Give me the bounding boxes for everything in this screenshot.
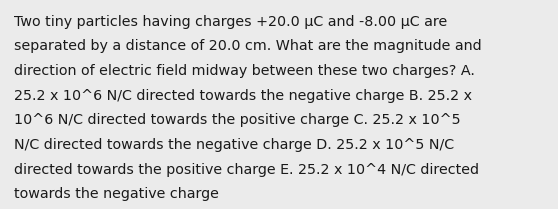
Text: separated by a distance of 20.0 cm. What are the magnitude and: separated by a distance of 20.0 cm. What…	[14, 39, 482, 53]
Text: N/C directed towards the negative charge D. 25.2 x 10^5 N/C: N/C directed towards the negative charge…	[14, 138, 454, 152]
Text: directed towards the positive charge E. 25.2 x 10^4 N/C directed: directed towards the positive charge E. …	[14, 163, 479, 177]
Text: 25.2 x 10^6 N/C directed towards the negative charge B. 25.2 x: 25.2 x 10^6 N/C directed towards the neg…	[14, 89, 472, 103]
Text: Two tiny particles having charges +20.0 μC and -8.00 μC are: Two tiny particles having charges +20.0 …	[14, 15, 447, 29]
Text: 10^6 N/C directed towards the positive charge C. 25.2 x 10^5: 10^6 N/C directed towards the positive c…	[14, 113, 460, 127]
Text: towards the negative charge: towards the negative charge	[14, 187, 219, 201]
Text: direction of electric field midway between these two charges? A.: direction of electric field midway betwe…	[14, 64, 475, 78]
